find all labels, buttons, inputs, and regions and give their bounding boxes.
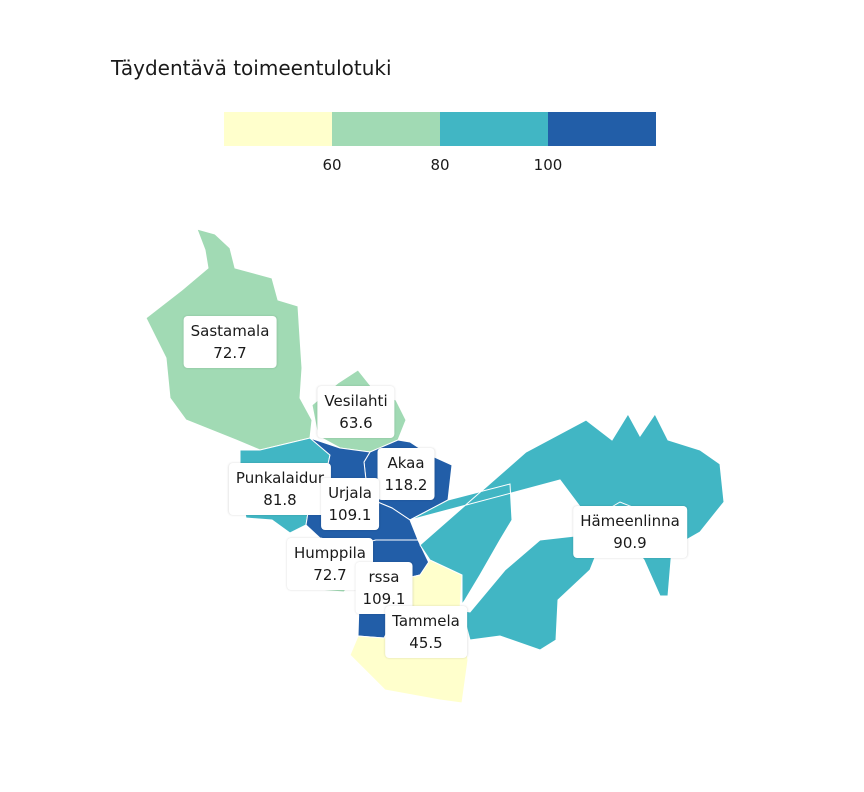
label-value: 72.7: [313, 566, 347, 584]
label-value: 109.1: [362, 590, 406, 608]
label-name: Urjala: [328, 484, 372, 502]
label-humppila: Humppila 72.7: [287, 538, 373, 590]
label-akaa: Akaa 118.2: [377, 448, 435, 500]
label-name: rssa: [368, 568, 400, 586]
label-value: 81.8: [263, 491, 297, 509]
label-urjala: Urjala 109.1: [321, 478, 379, 530]
label-sastamala: Sastamala 72.7: [183, 316, 277, 368]
legend-swatch-3: [548, 112, 656, 146]
legend-tick: 80: [430, 156, 450, 174]
label-value: 118.2: [384, 476, 428, 494]
label-name: Sastamala: [190, 322, 270, 340]
label-name: Hämeenlinna: [580, 512, 680, 530]
label-tammela: Tammela 45.5: [385, 606, 467, 658]
legend-swatch-2: [440, 112, 548, 146]
label-value: 63.6: [339, 414, 373, 432]
label-name: Akaa: [387, 454, 425, 472]
label-value: 90.9: [613, 534, 647, 552]
label-vesilahti: Vesilahti 63.6: [317, 386, 395, 438]
legend-tick: 60: [322, 156, 342, 174]
legend-ticks: 60 80 100: [224, 146, 656, 174]
label-name: Vesilahti: [324, 392, 388, 410]
label-value: 72.7: [213, 344, 247, 362]
label-value: 45.5: [409, 634, 443, 652]
legend-tick: 100: [533, 156, 563, 174]
legend-swatch-0: [224, 112, 332, 146]
legend-swatch-1: [332, 112, 440, 146]
color-legend: 60 80 100: [224, 112, 656, 174]
label-hameenlinna: Hämeenlinna 90.9: [573, 506, 687, 558]
label-punkalaidun: Punkalaidur 81.8: [228, 463, 332, 515]
label-name: Humppila: [294, 544, 366, 562]
label-forssa: rssa 109.1: [355, 562, 413, 614]
label-value: 109.1: [328, 506, 372, 524]
label-name: Punkalaidur: [235, 469, 325, 487]
map-title: Täydentävä toimeentulotuki: [111, 56, 392, 80]
label-name: Tammela: [392, 612, 460, 630]
legend-color-bar: [224, 112, 656, 146]
